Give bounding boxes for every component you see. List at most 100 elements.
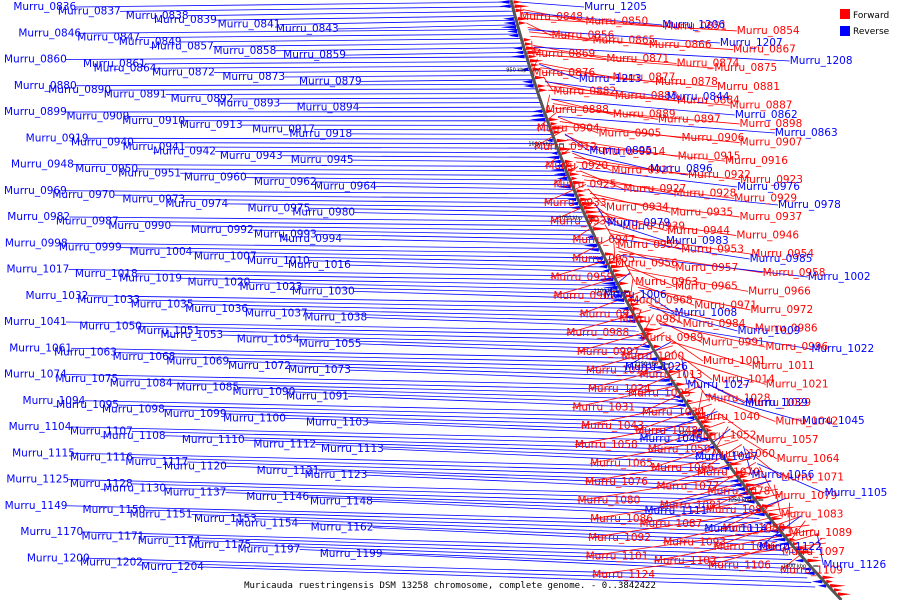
reverse-feature: [529, 117, 546, 122]
reverse-gene-label: Murru_1108: [103, 430, 166, 442]
forward-gene-label: Murru_1079: [774, 490, 837, 502]
reverse-feature: [684, 416, 695, 420]
reverse-connector: [131, 430, 708, 446]
forward-connector: [534, 49, 677, 64]
reverse-gene-label: Murru_1020: [188, 277, 251, 289]
reverse-gene-label: Murru_1061: [9, 342, 72, 354]
forward-connector: [641, 385, 700, 413]
forward-gene-label: Murru_0952: [617, 239, 680, 251]
forward-gene-label: Murru_1070: [697, 467, 760, 479]
reverse-connector: [133, 142, 555, 145]
reverse-feature: [592, 260, 605, 265]
forward-gene-label: Murru_0888: [546, 104, 609, 116]
forward-gene-label: Murru_1011: [752, 360, 815, 372]
reverse-connector: [309, 207, 582, 213]
scale-tick-label: 950 kbp: [506, 68, 526, 74]
reverse-connector: [659, 324, 812, 350]
scale-tick-label: 1200 kbp: [679, 431, 703, 437]
reverse-gene-label: Murru_1120: [164, 460, 227, 472]
reverse-feature: [801, 567, 811, 571]
reverse-gene-label: Murru_1091: [286, 390, 349, 402]
reverse-gene-label: Murru_1016: [288, 259, 351, 271]
reverse-connector: [65, 56, 527, 60]
reverse-feature: [588, 248, 599, 252]
forward-gene-label: Murru_1096: [714, 541, 777, 553]
forward-feature: [604, 252, 615, 256]
reverse-connector: [171, 382, 676, 396]
forward-gene-label: Murru_0912: [534, 141, 597, 153]
forward-gene-label: Murru_0878: [655, 76, 718, 88]
forward-gene-label: Murru_0958: [763, 267, 826, 279]
scale-tick-label: 1000 kbp: [528, 142, 552, 148]
reverse-connector: [275, 47, 524, 52]
forward-gene-label: Murru_0898: [739, 118, 802, 130]
reverse-gene-label: Murru_1170: [20, 526, 83, 538]
forward-gene-label: Murru_1076: [585, 476, 648, 488]
reverse-gene-label: Murru_0913: [180, 119, 243, 131]
reverse-connector: [360, 79, 534, 82]
forward-connector: [568, 143, 726, 162]
reverse-feature: [601, 281, 616, 286]
forward-gene-label: Murru_1080: [577, 495, 640, 507]
forward-gene-label: Murru_1025: [628, 388, 691, 400]
reverse-connector: [256, 518, 774, 538]
reverse-gene-label: Murru_1205: [584, 1, 647, 13]
reverse-gene-label: Murru_0892: [171, 93, 234, 105]
reverse-connector: [523, 11, 663, 26]
forward-feature: [518, 21, 527, 25]
reverse-gene-label: Murru_1149: [5, 500, 68, 512]
forward-feature: [830, 584, 846, 588]
forward-feature: [615, 273, 629, 277]
forward-feature: [698, 416, 710, 420]
forward-gene-label: Murru_0953: [681, 244, 744, 256]
reverse-connector: [141, 325, 642, 337]
gene-features: [497, 0, 852, 596]
reverse-connector: [383, 448, 720, 465]
reverse-feature: [729, 479, 739, 483]
reverse-feature: [811, 579, 823, 584]
reverse-gene-label: Murru_1027: [687, 379, 750, 391]
forward-feature: [552, 126, 567, 130]
forward-gene-label: Murru_0925: [553, 178, 616, 190]
reverse-connector: [184, 199, 579, 204]
forward-gene-label: Murru_1065: [590, 457, 653, 469]
forward-gene-label: Murru_1066: [651, 462, 714, 474]
reverse-connector: [757, 463, 825, 494]
forward-gene-label: Murru_1024: [588, 383, 651, 395]
reverse-connector: [249, 282, 618, 291]
forward-gene-label: Murru_1087: [639, 518, 702, 530]
forward-feature: [539, 88, 548, 92]
reverse-gene-label: Murru_1026: [625, 361, 688, 373]
reverse-gene-label: Murru_1023: [239, 281, 302, 293]
reverse-gene-label: Murru_1154: [235, 517, 298, 529]
forward-connector: [524, 18, 737, 32]
reverse-connector: [539, 64, 579, 80]
forward-connector: [564, 134, 603, 153]
reverse-connector: [84, 400, 687, 414]
reverse-feature: [586, 256, 603, 260]
forward-connector: [550, 255, 621, 278]
reverse-feature: [502, 17, 514, 21]
reverse-gene-label: Murru_0951: [118, 167, 181, 179]
forward-feature: [537, 84, 547, 88]
forward-feature: [752, 491, 762, 496]
forward-feature: [676, 382, 687, 386]
forward-feature: [739, 474, 748, 479]
forward-connector: [707, 461, 757, 492]
scale-tick-label: 1100 kbp: [594, 289, 618, 295]
forward-connector: [572, 219, 603, 241]
forward-gene-label: Murru_0850: [585, 16, 648, 28]
reverse-connector: [367, 422, 702, 437]
reverse-gene-label: Murru_1125: [6, 474, 69, 486]
forward-feature: [706, 428, 713, 433]
forward-connector: [718, 412, 756, 441]
reverse-gene-label: Murru_1037: [245, 307, 308, 319]
reverse-feature: [506, 29, 518, 34]
forward-gene-label: Murru_0939: [622, 220, 685, 232]
reverse-connector: [602, 220, 667, 242]
reverse-feature: [772, 537, 786, 542]
forward-connector: [656, 457, 753, 488]
reverse-gene-label: Murru_1137: [164, 487, 227, 499]
reverse-gene-label: Murru_1123: [305, 469, 368, 481]
reverse-feature: [767, 529, 779, 533]
